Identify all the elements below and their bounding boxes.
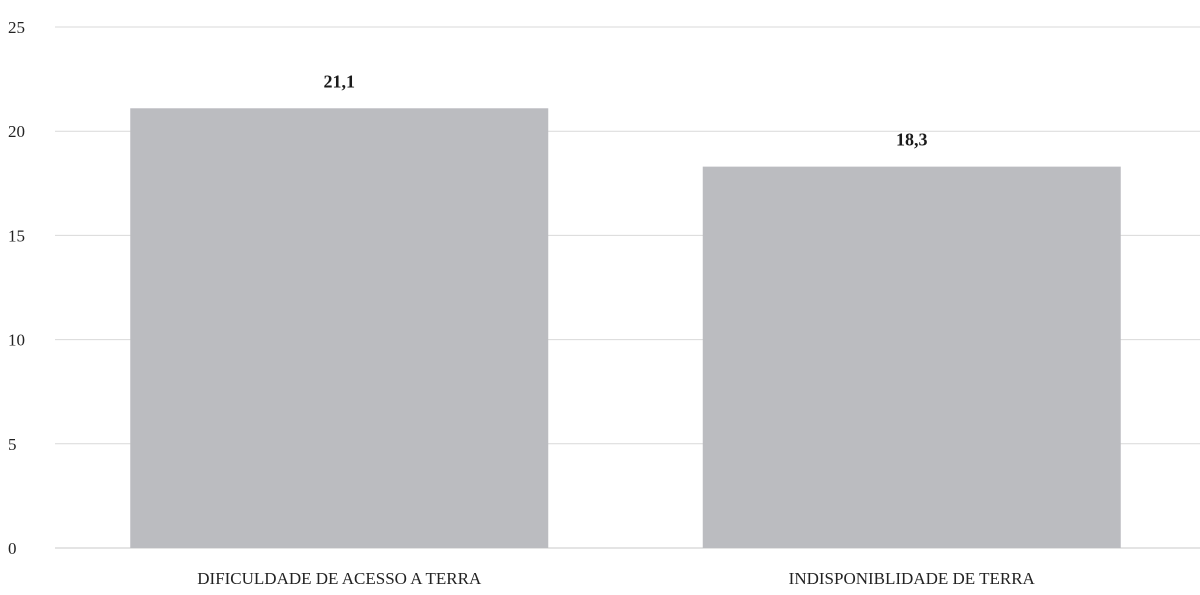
y-axis-ticks: 0 5 10 15 20 25 <box>8 18 25 558</box>
data-label: 21,1 <box>324 71 356 91</box>
data-label: 18,3 <box>896 130 928 150</box>
y-tick-label: 15 <box>8 226 25 245</box>
bars <box>130 108 1121 549</box>
category-labels: DIFICULDADE DE ACESSO A TERRA INDISPONIBL… <box>197 569 1035 588</box>
y-tick-label: 5 <box>8 435 17 454</box>
y-tick-label: 0 <box>8 539 17 558</box>
value-labels: 21,1 18,3 <box>324 71 928 149</box>
x-tick-label: DIFICULDADE DE ACESSO A TERRA <box>197 569 482 588</box>
bar <box>130 108 549 548</box>
bar <box>702 166 1121 549</box>
y-tick-label: 10 <box>8 331 25 350</box>
x-tick-label: INDISPONIBLIDADE DE TERRA <box>789 569 1036 588</box>
y-tick-label: 20 <box>8 122 25 141</box>
y-tick-label: 25 <box>8 18 25 37</box>
